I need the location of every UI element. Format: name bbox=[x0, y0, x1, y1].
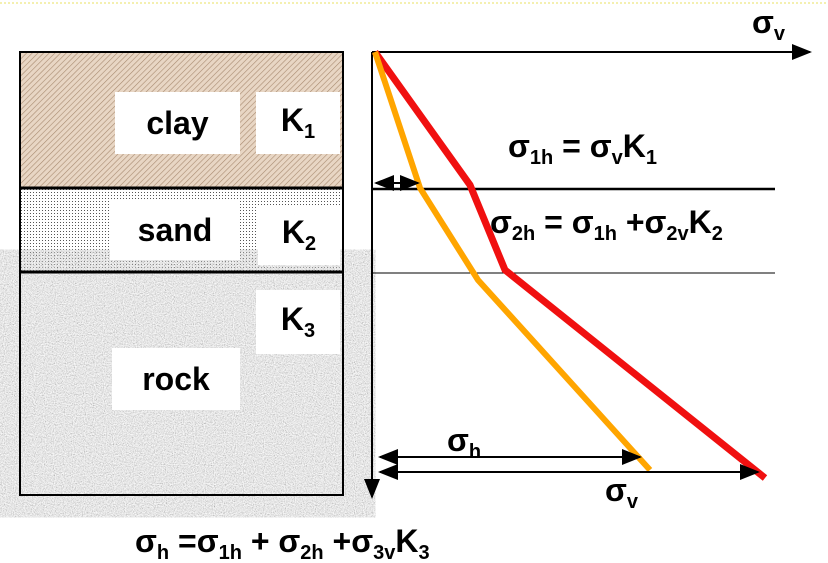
subscript: h bbox=[157, 542, 169, 563]
symbol: +σ bbox=[617, 204, 666, 240]
subscript: 2h bbox=[512, 223, 535, 245]
subscript: 3 bbox=[418, 542, 429, 563]
symbol: = σ bbox=[535, 204, 593, 240]
subscript: v bbox=[612, 147, 623, 169]
symbol: + σ bbox=[242, 523, 300, 559]
subscript: 3 bbox=[304, 320, 315, 342]
symbol: K bbox=[281, 102, 304, 138]
symbol: +σ bbox=[324, 523, 373, 559]
subscript: v bbox=[774, 23, 785, 45]
symbol: K bbox=[623, 128, 646, 164]
subscript: 2 bbox=[305, 233, 316, 255]
symbol: σ bbox=[135, 523, 157, 559]
subscript: 2 bbox=[712, 223, 723, 245]
subscript: h bbox=[469, 441, 481, 463]
subscript: 1 bbox=[646, 147, 657, 169]
subscript: v bbox=[627, 491, 638, 513]
diagram: clay K1 sand K2 K3 rock σv σ1h = σvK1 σ2… bbox=[0, 0, 828, 563]
equation: σh =σ1h + σ2h +σ3vK3 bbox=[135, 525, 430, 563]
label-box: K1 bbox=[256, 92, 340, 154]
axis-label: σv bbox=[752, 6, 785, 44]
layer-k: K1 bbox=[281, 104, 315, 142]
layer-k: K2 bbox=[282, 216, 316, 254]
equation: σ2h = σ1h +σ2vK2 bbox=[490, 206, 723, 244]
subscript: 1h bbox=[594, 223, 617, 245]
symbol: σ bbox=[508, 128, 530, 164]
equation: σ1h = σvK1 bbox=[508, 130, 657, 168]
symbol: =σ bbox=[169, 523, 218, 559]
subscript: 1 bbox=[304, 121, 315, 143]
symbol: σ bbox=[490, 204, 512, 240]
symbol: σ bbox=[447, 422, 469, 458]
vertical-stress-line bbox=[375, 52, 765, 478]
subscript: 1h bbox=[530, 147, 553, 169]
subscript: 2h bbox=[300, 542, 323, 563]
arrow-label: σv bbox=[605, 474, 638, 512]
symbol: σ bbox=[752, 4, 774, 40]
subscript: 3v bbox=[373, 542, 395, 563]
subscript: 2v bbox=[666, 223, 688, 245]
symbol: = σ bbox=[553, 128, 611, 164]
label-box: K3 bbox=[256, 290, 340, 354]
drawing bbox=[0, 0, 828, 563]
label-box: rock bbox=[112, 348, 240, 410]
subscript: 1h bbox=[219, 542, 242, 563]
label-box: clay bbox=[115, 92, 240, 154]
layer-name: clay bbox=[146, 107, 208, 139]
symbol: K bbox=[395, 523, 418, 559]
label-box: sand bbox=[110, 200, 240, 260]
symbol: K bbox=[282, 214, 305, 250]
layer-name: rock bbox=[142, 363, 210, 395]
symbol: σ bbox=[605, 472, 627, 508]
layer-k: K3 bbox=[281, 303, 315, 341]
symbol: K bbox=[281, 301, 304, 337]
symbol: K bbox=[689, 204, 712, 240]
layer-name: sand bbox=[138, 214, 213, 246]
arrow-label: σh bbox=[447, 424, 481, 462]
label-box: K2 bbox=[258, 205, 340, 265]
